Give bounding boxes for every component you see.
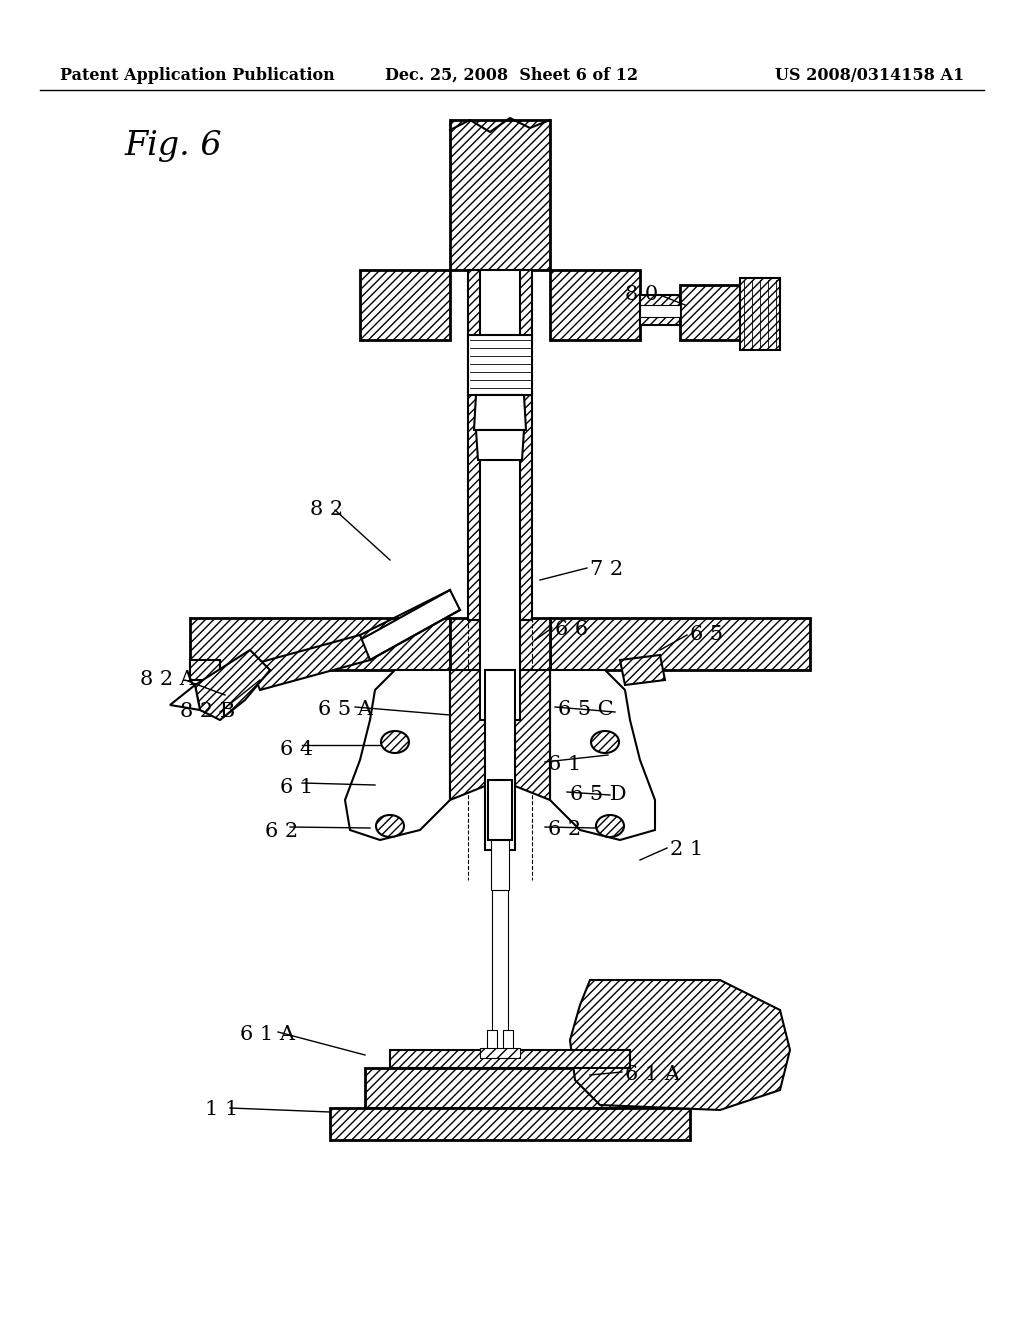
Bar xyxy=(487,1030,497,1052)
Polygon shape xyxy=(500,671,550,800)
Ellipse shape xyxy=(596,814,624,837)
Text: 6 2: 6 2 xyxy=(548,820,582,840)
Text: 6 5 C: 6 5 C xyxy=(558,700,613,719)
Polygon shape xyxy=(740,279,780,350)
Polygon shape xyxy=(345,671,450,840)
Bar xyxy=(330,1107,690,1140)
Polygon shape xyxy=(680,285,740,341)
Polygon shape xyxy=(190,618,450,671)
Polygon shape xyxy=(474,395,526,430)
Bar xyxy=(485,671,515,850)
Polygon shape xyxy=(550,271,640,341)
Bar xyxy=(503,1030,513,1052)
Ellipse shape xyxy=(591,731,618,752)
Polygon shape xyxy=(468,335,532,395)
Polygon shape xyxy=(190,660,220,680)
Polygon shape xyxy=(250,635,370,690)
Text: Dec. 25, 2008  Sheet 6 of 12: Dec. 25, 2008 Sheet 6 of 12 xyxy=(385,66,639,83)
Ellipse shape xyxy=(376,814,404,837)
Polygon shape xyxy=(360,271,450,341)
Text: 6 5 D: 6 5 D xyxy=(570,785,627,804)
Bar xyxy=(490,840,509,890)
Bar xyxy=(365,1068,655,1107)
Polygon shape xyxy=(570,979,790,1110)
Bar xyxy=(640,305,680,317)
Text: 8 2 B: 8 2 B xyxy=(180,702,236,721)
Polygon shape xyxy=(476,430,524,459)
Polygon shape xyxy=(450,671,500,800)
Polygon shape xyxy=(170,685,200,710)
Circle shape xyxy=(482,300,518,337)
Polygon shape xyxy=(450,618,550,671)
Text: 6 1 A: 6 1 A xyxy=(625,1065,680,1084)
Polygon shape xyxy=(450,120,550,271)
Text: Fig. 6: Fig. 6 xyxy=(125,129,222,162)
Text: 7 2: 7 2 xyxy=(590,560,624,579)
Bar xyxy=(514,271,532,620)
Polygon shape xyxy=(620,655,665,685)
Text: 6 5 A: 6 5 A xyxy=(318,700,373,719)
Text: 8 2: 8 2 xyxy=(310,500,343,519)
Bar xyxy=(468,271,486,620)
Text: 1 1: 1 1 xyxy=(205,1100,239,1119)
Polygon shape xyxy=(195,649,270,719)
Polygon shape xyxy=(550,671,655,840)
Text: 8 2 A: 8 2 A xyxy=(140,671,195,689)
Bar xyxy=(390,1049,630,1068)
Text: 6 1: 6 1 xyxy=(548,755,582,774)
Text: 6 1: 6 1 xyxy=(280,777,313,797)
Text: 2 1: 2 1 xyxy=(670,840,703,859)
Bar xyxy=(488,780,512,840)
Polygon shape xyxy=(550,618,810,671)
Text: 6 6: 6 6 xyxy=(555,620,588,639)
Polygon shape xyxy=(480,1048,520,1059)
Text: 6 1 A: 6 1 A xyxy=(240,1026,295,1044)
Ellipse shape xyxy=(381,731,409,752)
Polygon shape xyxy=(360,590,460,660)
Text: 8 0: 8 0 xyxy=(625,285,658,304)
Text: 6 4: 6 4 xyxy=(280,741,313,759)
Text: 6 2: 6 2 xyxy=(265,822,298,841)
Text: Patent Application Publication: Patent Application Publication xyxy=(60,66,335,83)
Bar xyxy=(640,294,680,325)
Bar xyxy=(480,271,520,719)
Text: 6 5: 6 5 xyxy=(690,624,723,644)
Text: US 2008/0314158 A1: US 2008/0314158 A1 xyxy=(775,66,964,83)
